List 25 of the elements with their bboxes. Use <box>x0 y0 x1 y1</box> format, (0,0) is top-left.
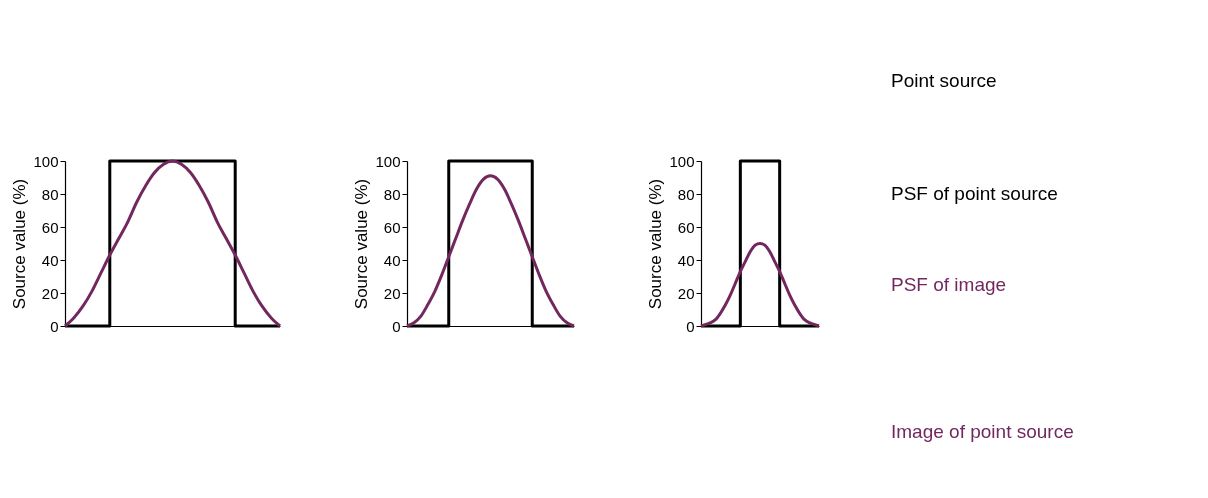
y-tick-label: 100 <box>375 152 401 170</box>
y-tick-label: 100 <box>33 152 59 170</box>
y-tick-label: 60 <box>41 218 59 236</box>
y-tick-label: 0 <box>50 317 59 335</box>
y-tick-label: 0 <box>686 317 695 335</box>
y-tick-label: 40 <box>383 251 401 269</box>
y-tick-label: 80 <box>41 185 59 203</box>
text: PSF of image <box>891 274 1007 295</box>
y-tick-label: 60 <box>677 218 695 236</box>
y-axis-title: Source value (%) <box>10 178 30 310</box>
y-axis-title: Source value (%) <box>352 178 372 310</box>
y-axis-title: Source value (%) <box>646 178 666 310</box>
y-tick-label: 20 <box>383 284 401 302</box>
text: Image of point source <box>891 421 1074 442</box>
y-tick-label: 100 <box>669 152 695 170</box>
y-tick-label: 40 <box>677 251 695 269</box>
y-tick-label: 0 <box>392 317 401 335</box>
y-tick-label: 60 <box>383 218 401 236</box>
text: Point source <box>891 70 997 91</box>
text: PSF of point source <box>891 183 1058 204</box>
y-tick-label: 40 <box>41 251 59 269</box>
y-tick-label: 20 <box>677 284 695 302</box>
y-tick-label: 80 <box>383 185 401 203</box>
y-tick-label: 80 <box>677 185 695 203</box>
y-tick-label: 20 <box>41 284 59 302</box>
